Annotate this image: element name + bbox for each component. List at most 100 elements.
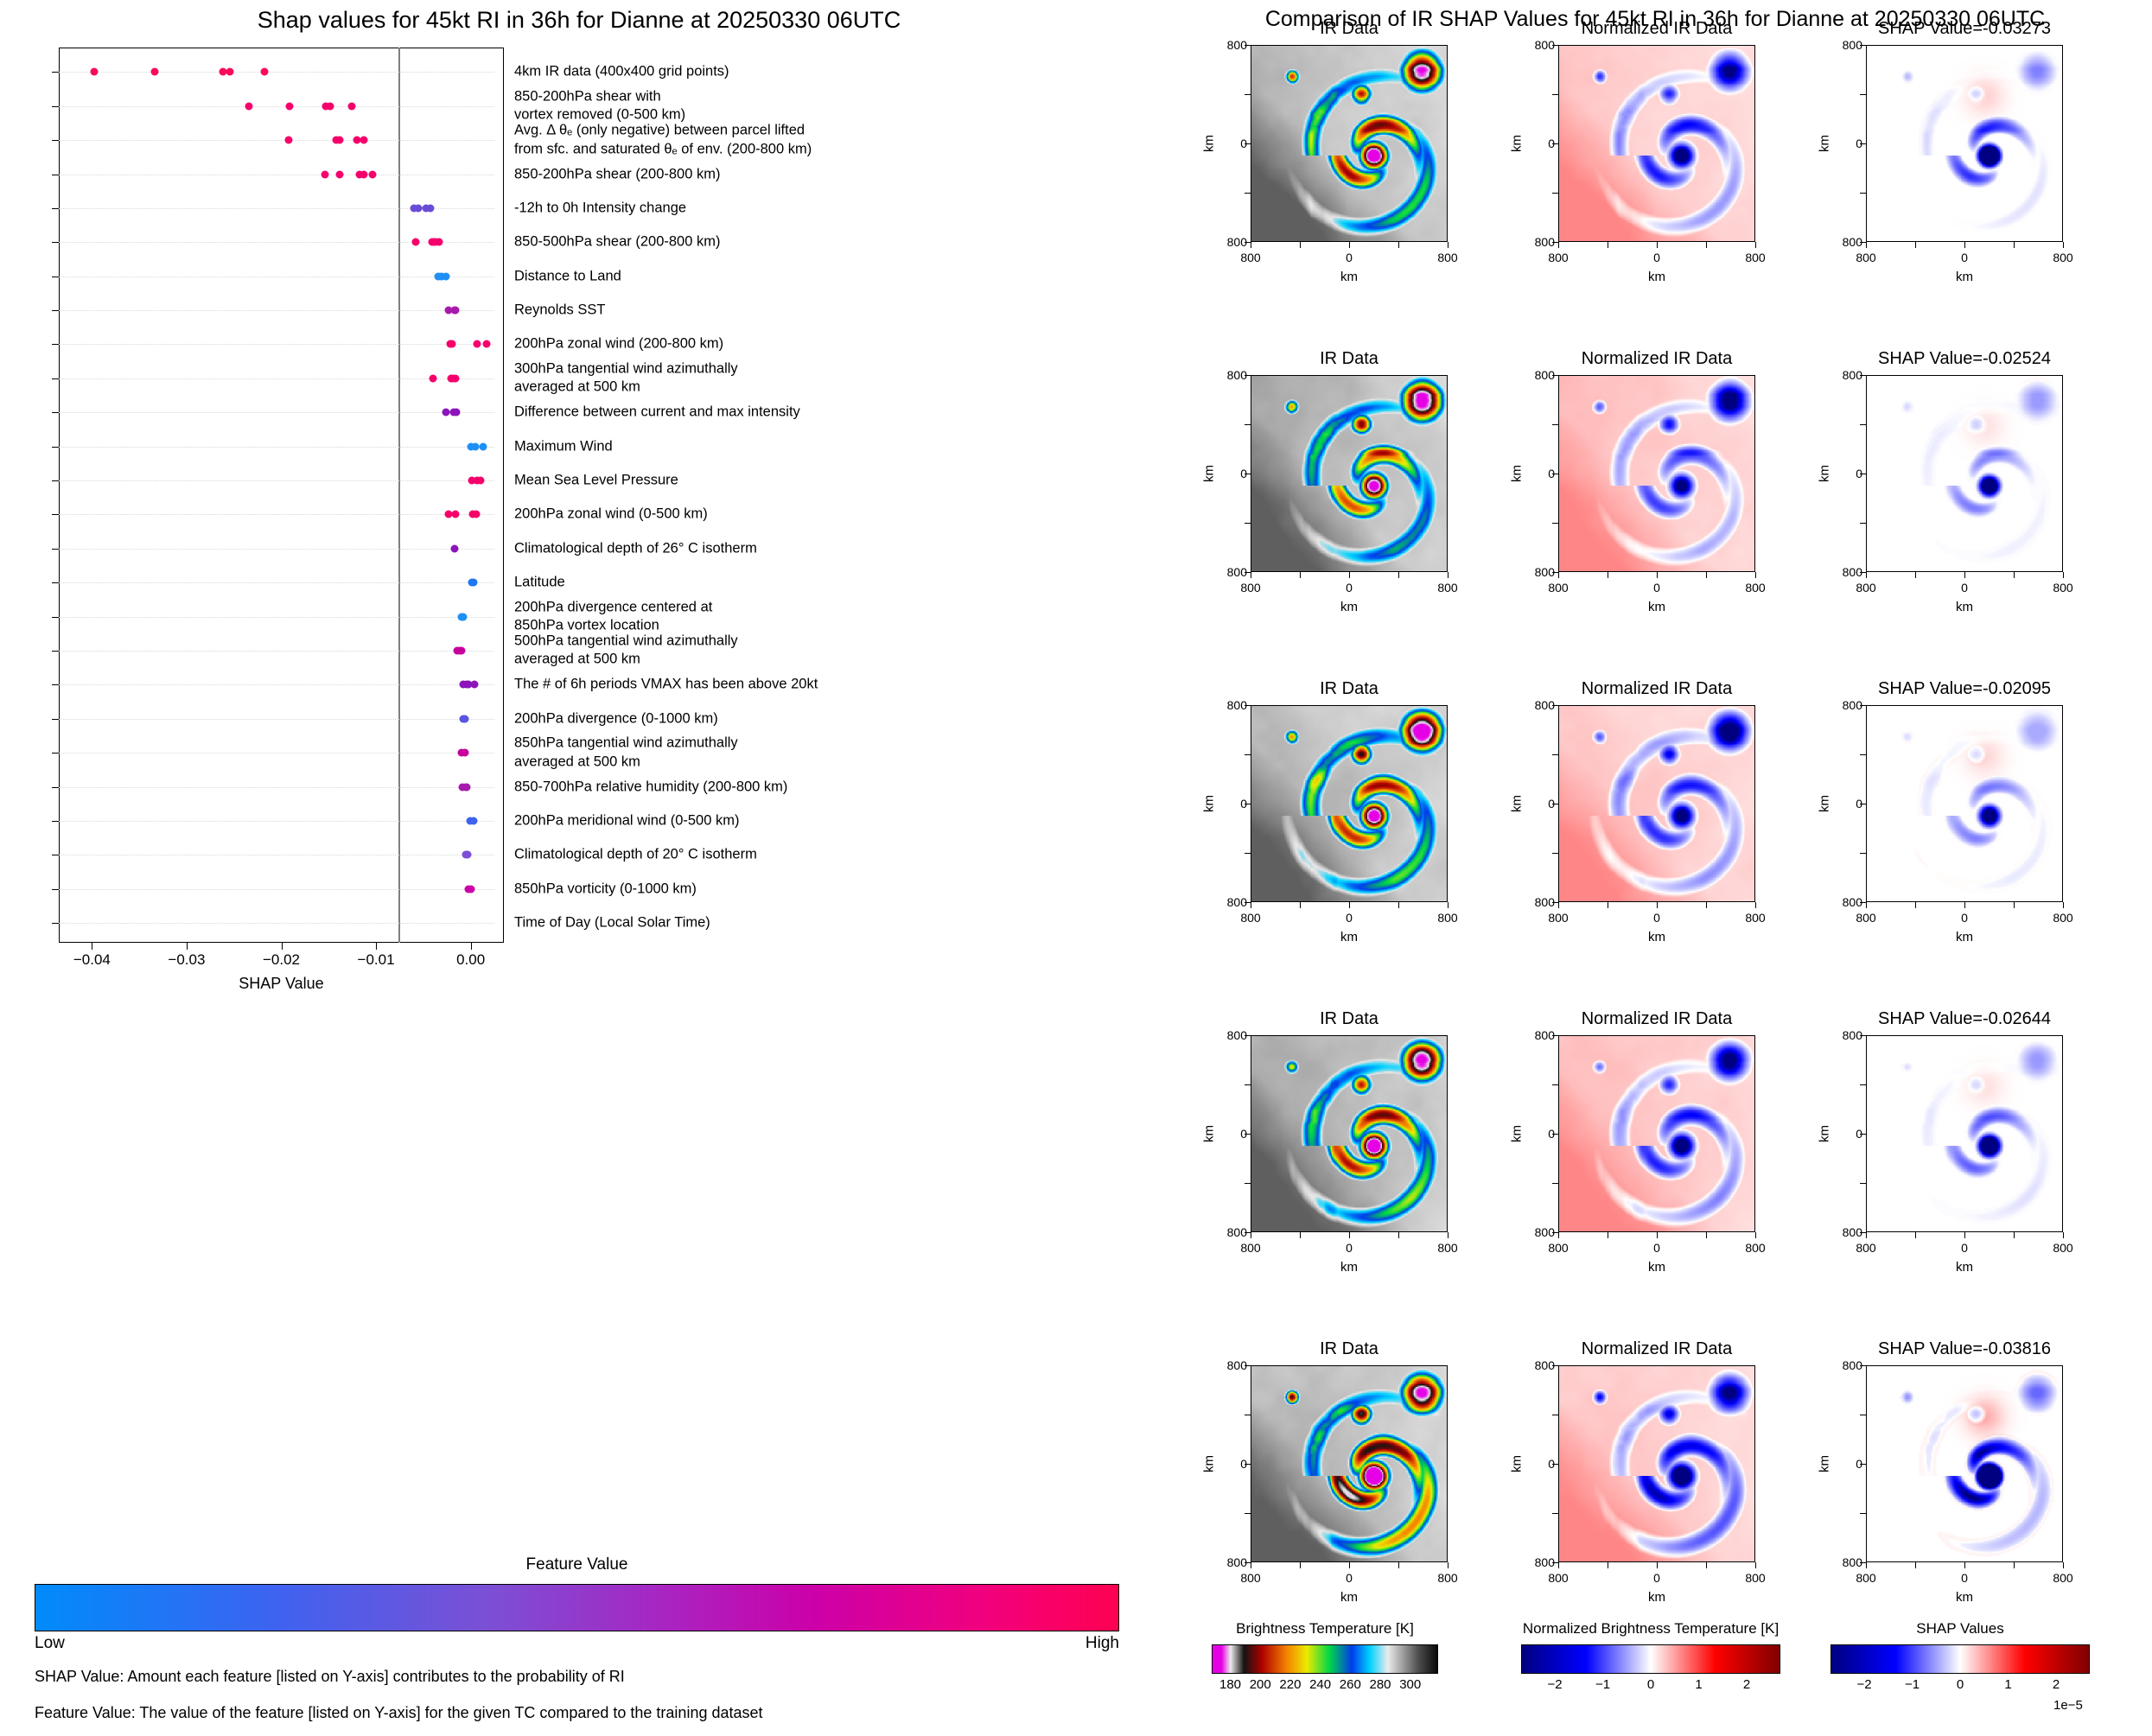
y-tick-mark (52, 140, 59, 142)
y-tick-mark (1245, 242, 1251, 243)
image-title: Normalized IR Data (1581, 1339, 1733, 1358)
x-tick-label: 800 (1745, 251, 1766, 264)
shap-point (471, 442, 480, 451)
colorbar-tick-label: −2 (1856, 1677, 1872, 1692)
image-title: IR Data (1320, 1009, 1378, 1028)
right-panel-title: Comparison of IR SHAP Values for 45kt RI… (1264, 7, 2046, 31)
y-tick-mark (1860, 705, 1866, 706)
y-tick-mark (52, 753, 59, 754)
y-tick-mark (1245, 1562, 1251, 1563)
y-tick-mark (1552, 143, 1558, 144)
feature-description-v300: 300hPa tangential wind azimuthally avera… (514, 360, 738, 395)
shap-plot-frame (59, 48, 504, 943)
shap-point (470, 680, 479, 689)
x-tick-mark (281, 943, 283, 950)
y-tick-label: 800 (1534, 1555, 1555, 1569)
y-tick-label: 800 (1842, 38, 1862, 52)
y-tick-mark (1552, 1134, 1558, 1135)
x-tick-mark (1706, 902, 1707, 908)
y-tick-mark (52, 480, 59, 482)
y-tick-mark (1245, 853, 1251, 854)
y-tick-mark (52, 310, 59, 312)
x-axis-label: km (1648, 930, 1665, 944)
shap-point (335, 170, 344, 179)
feature-description-mslp: Mean Sea Level Pressure (514, 472, 678, 488)
y-tick-mark (1552, 424, 1558, 425)
y-tick-label: 0 (1240, 1457, 1247, 1471)
y-tick-mark (1552, 193, 1558, 194)
y-tick-label: 800 (1226, 1555, 1247, 1569)
plot-area (1558, 45, 1755, 242)
x-tick-mark (1755, 242, 1756, 248)
grid-line (59, 888, 494, 890)
shap-point (226, 67, 234, 76)
x-tick-mark (1300, 572, 1301, 578)
y-tick-label: 800 (1226, 895, 1247, 909)
shap-point (426, 204, 435, 213)
y-tick-label: 800 (1534, 1225, 1555, 1239)
y-tick-mark (52, 105, 59, 107)
plot-area (1251, 1035, 1448, 1232)
x-tick-mark (2063, 1232, 2064, 1238)
y-tick-mark (1860, 242, 1866, 243)
colorbar-tick-label: −2 (1547, 1677, 1563, 1692)
x-tick-mark (1558, 1232, 1559, 1238)
y-axis-label: km (1817, 135, 1832, 152)
y-tick-mark (1552, 853, 1558, 854)
y-tick-mark (52, 923, 59, 925)
y-tick-mark (1552, 375, 1558, 376)
x-tick-mark (1706, 1562, 1707, 1568)
x-tick-mark (1398, 1232, 1399, 1238)
y-tick-label: 800 (1226, 565, 1247, 579)
x-tick-label: 800 (1856, 251, 1876, 264)
x-tick-mark (1755, 1232, 1756, 1238)
y-tick-mark (1552, 1035, 1558, 1036)
x-tick-mark (1866, 242, 1867, 248)
y-tick-label: 800 (1842, 235, 1862, 249)
colorbar-tick-label: 2 (1742, 1677, 1751, 1692)
y-tick-mark (1860, 1464, 1866, 1465)
y-tick-label: 800 (1534, 368, 1555, 382)
y-tick-mark (1860, 1035, 1866, 1036)
y-axis-label: km (1201, 465, 1217, 482)
colorbar-gradient (1521, 1644, 1780, 1674)
x-tick-mark (1755, 902, 1756, 908)
y-tick-label: 0 (1856, 137, 1862, 150)
shap-point (429, 374, 437, 383)
y-tick-mark (1245, 143, 1251, 144)
x-tick-mark (1558, 902, 1559, 908)
footnote-feature-value: Feature Value: The value of the feature … (35, 1704, 763, 1721)
satellite-image (1251, 1036, 1447, 1231)
x-axis-label: km (1648, 1590, 1665, 1605)
shap-point (448, 340, 456, 348)
x-tick-mark (1657, 902, 1658, 908)
y-tick-mark (52, 72, 59, 73)
x-tick-mark (1964, 1562, 1965, 1568)
x-axis-title: SHAP Value (239, 975, 324, 992)
y-tick-mark (1860, 143, 1866, 144)
feature-description-lat: Latitude (514, 574, 565, 590)
colorbar-tick-label: 0 (1646, 1677, 1655, 1692)
shap-point (335, 136, 344, 144)
x-axis-label: km (1956, 930, 1973, 944)
x-tick-mark (1964, 572, 1965, 578)
x-tick-label: 800 (1856, 1241, 1876, 1255)
grid-line (59, 242, 494, 244)
y-tick-mark (52, 242, 59, 244)
y-tick-label: 800 (1226, 1358, 1247, 1372)
y-tick-mark (1552, 1562, 1558, 1563)
shap-point (322, 102, 330, 111)
y-tick-mark (1860, 1513, 1866, 1514)
x-tick-label: 800 (1745, 581, 1766, 595)
shap-point (451, 306, 460, 315)
grid-line (59, 718, 494, 720)
feature-description-tod: Time of Day (Local Solar Time) (514, 914, 710, 931)
x-tick-label: 800 (1548, 911, 1569, 925)
feature-description-u20c: 200hPa zonal wind (0-500 km) (514, 506, 708, 522)
y-tick-mark (52, 207, 59, 209)
x-tick-label: 0 (1653, 581, 1660, 595)
grid-line (59, 378, 494, 379)
colorbar-tick-label: 1 (1695, 1677, 1703, 1692)
y-tick-mark (1552, 1183, 1558, 1184)
shap-point (444, 306, 453, 315)
